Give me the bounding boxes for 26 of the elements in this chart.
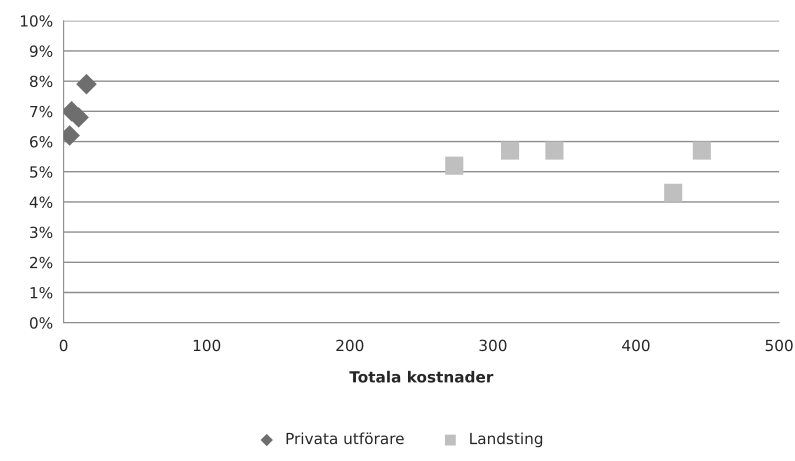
y-tick-label: 9%: [30, 45, 52, 57]
y-tick-label: 2%: [30, 256, 52, 268]
x-tick-label: 200: [336, 340, 364, 352]
y-tick-label: 3%: [30, 226, 52, 238]
y-tick-label: 5%: [30, 166, 52, 178]
point: [76, 74, 97, 94]
x-tick-label: 500: [766, 340, 793, 352]
point: [664, 184, 682, 202]
y-tick-label: 0%: [30, 317, 52, 329]
x-axis-title: Totala kostnader: [349, 370, 494, 383]
legend-label: Landsting: [470, 432, 542, 448]
x-tick-label: 0: [60, 340, 68, 352]
point: [501, 142, 520, 160]
y-tick-label: 6%: [30, 136, 52, 148]
y-tick-label: 7%: [30, 106, 52, 118]
legend-label: Privata utförare: [286, 432, 404, 444]
y-tick-label: 8%: [30, 76, 52, 88]
y-tick-label: 1%: [30, 286, 52, 299]
x-tick-label: 400: [622, 340, 650, 352]
point: [692, 142, 711, 160]
point: [445, 156, 464, 175]
x-tick-label: 300: [479, 340, 506, 352]
point: [545, 142, 564, 160]
x-tick-label: 100: [194, 340, 220, 352]
y-tick-label: 4%: [30, 196, 52, 208]
y-tick-label: 10%: [20, 15, 52, 27]
